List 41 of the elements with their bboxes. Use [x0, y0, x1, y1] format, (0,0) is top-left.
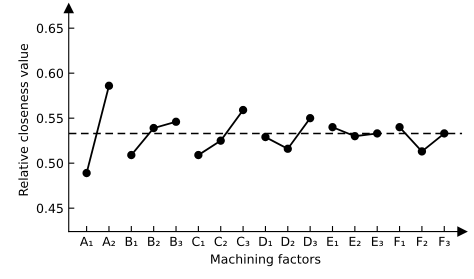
x-tick-label: E₁ — [327, 236, 338, 246]
x-tick-label: D₁ — [259, 236, 272, 246]
x-tick-label: A₂ — [102, 236, 115, 246]
x-tick-label: B₃ — [170, 236, 182, 246]
x-tick-label: C₂ — [214, 236, 227, 246]
point — [172, 118, 180, 126]
x-tick-label: C₁ — [192, 236, 205, 246]
y-tick-label: 0.60 — [36, 68, 64, 78]
point — [440, 129, 448, 138]
x-tick-label: F₂ — [417, 236, 428, 246]
x-tick-label: B₂ — [148, 236, 160, 246]
x-tick-label: F₃ — [439, 236, 450, 246]
point — [238, 106, 248, 114]
point — [306, 114, 314, 122]
x-tick-label: C₃ — [236, 236, 250, 246]
x-axis-title: Machining factors — [211, 254, 320, 266]
point — [350, 132, 360, 140]
point — [150, 124, 158, 132]
y-tick-label: 0.55 — [36, 114, 63, 124]
point — [127, 150, 136, 160]
y-axis-title: Relative closeness value — [18, 44, 28, 196]
point — [261, 132, 270, 142]
point — [373, 129, 382, 138]
x-tick-label: D₂ — [282, 236, 294, 246]
y-tick-label: 0.45 — [36, 204, 63, 214]
y-tick-label: 0.50 — [36, 158, 64, 168]
point — [284, 144, 292, 153]
point — [194, 150, 203, 160]
x-tick-label: D₃ — [304, 236, 317, 246]
x-tick-label: A₁ — [80, 236, 93, 246]
point — [82, 168, 91, 178]
x-tick-label: B₁ — [126, 236, 138, 246]
point — [395, 123, 404, 132]
point — [418, 147, 426, 156]
point — [104, 82, 114, 90]
x-tick-label: F₁ — [394, 236, 405, 246]
x-tick-label: E₂ — [350, 236, 361, 246]
y-tick-label: 0.65 — [36, 24, 63, 34]
point — [216, 136, 225, 145]
point — [328, 123, 337, 132]
x-tick-label: E₃ — [372, 236, 384, 246]
